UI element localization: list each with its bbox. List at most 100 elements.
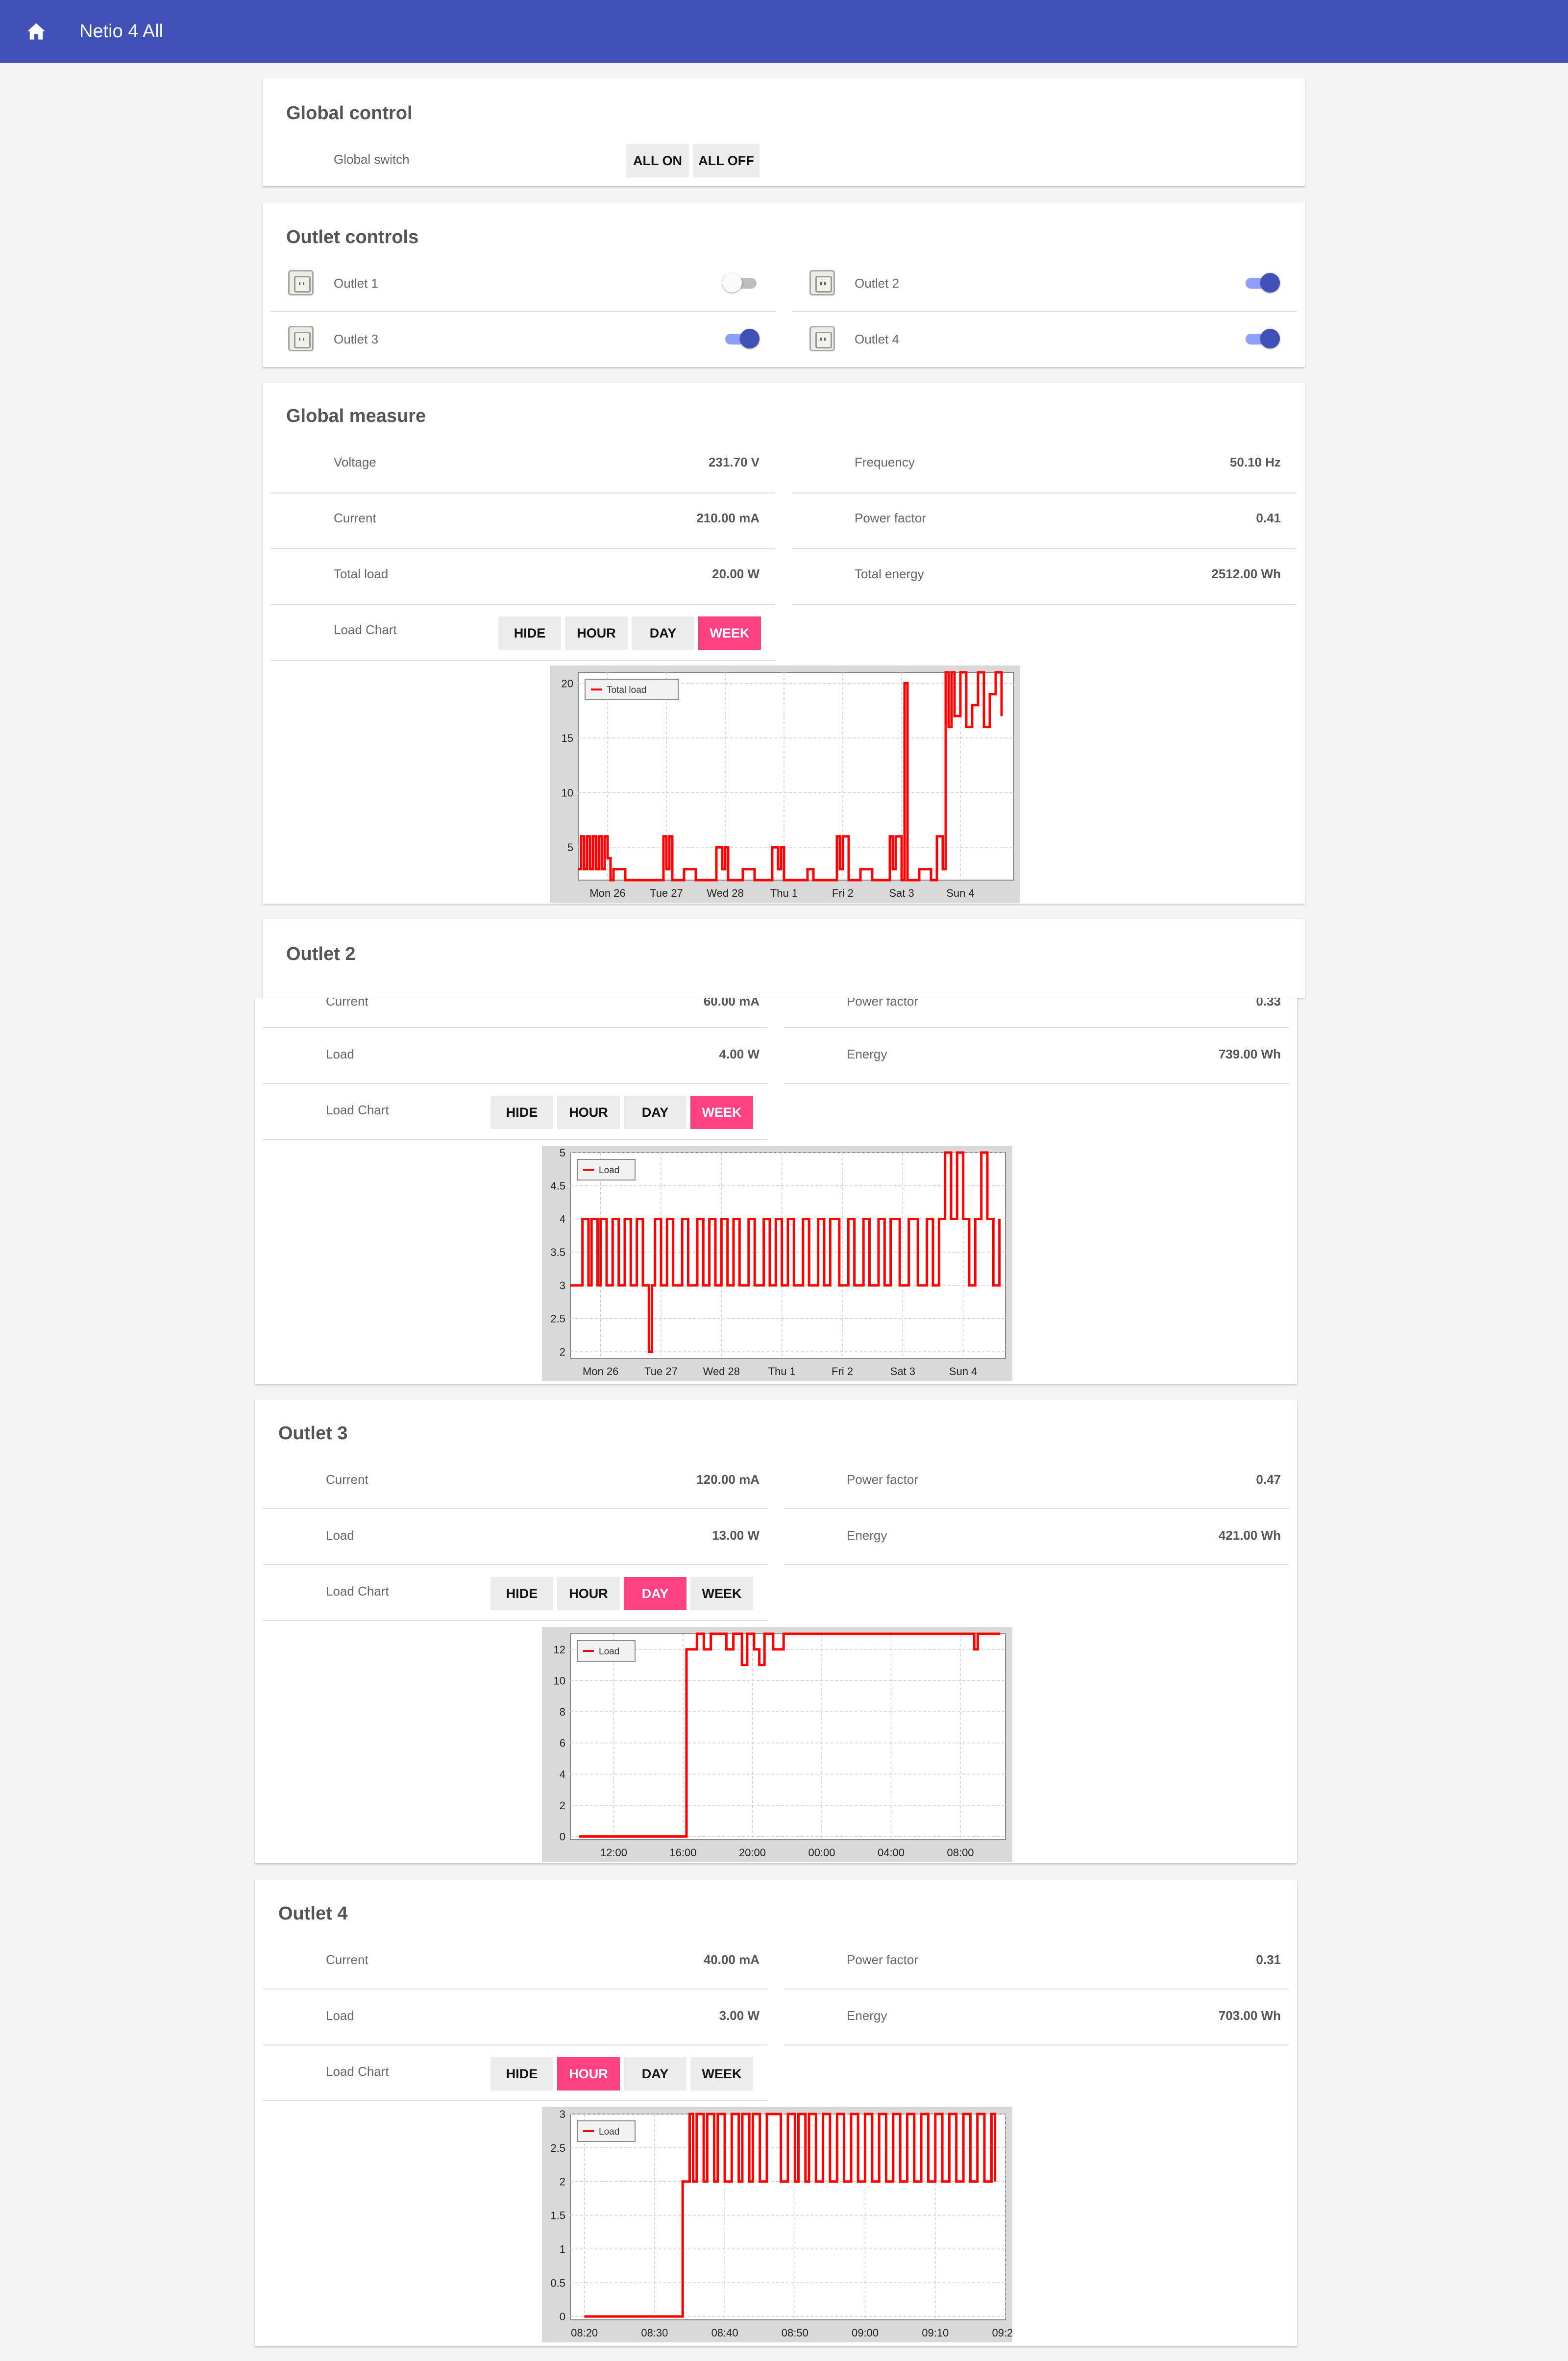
app-title: Netio 4 All	[79, 21, 164, 42]
energy-value: 421.00 Wh	[1218, 1528, 1281, 1543]
y-tick-label: 2.5	[550, 2142, 565, 2154]
y-tick-label: 8	[560, 1706, 565, 1718]
outlet-2-toggle[interactable]	[1243, 272, 1280, 294]
series-line	[584, 2113, 996, 2318]
outlet-2-details: Current 60.00 mA Power factor 0.33 Load …	[255, 998, 1297, 1384]
day-button[interactable]: DAY	[624, 2057, 686, 2090]
row-divider	[792, 604, 1297, 605]
row-divider	[784, 1027, 1289, 1028]
week-button[interactable]: WEEK	[690, 1096, 753, 1129]
hide-button[interactable]: HIDE	[490, 2057, 553, 2090]
row-divider	[270, 311, 775, 312]
x-tick-label: Sun 4	[946, 887, 975, 899]
day-button[interactable]: DAY	[632, 616, 694, 650]
y-tick-label: 5	[567, 841, 573, 854]
outlet-3-card: Outlet 3 Current 120.00 mA Power factor …	[255, 1400, 1297, 1863]
app-bar: Netio 4 All	[0, 0, 1568, 63]
outlet-1-toggle[interactable]	[722, 272, 760, 294]
chart-svg: 0 0.5 1 1.5 2 2.5 3 08:20 08:30 08:40 08:50 09:00 09…	[550, 2108, 1012, 2339]
global-control-card: Global control Global switch ALL ON ALL …	[263, 78, 1305, 186]
outlet-4-socket-icon	[809, 326, 835, 351]
hide-button[interactable]: HIDE	[498, 616, 561, 650]
row-divider	[784, 2044, 1289, 2045]
energy-value: 739.00 Wh	[1218, 1047, 1281, 1061]
hour-button[interactable]: HOUR	[565, 616, 628, 650]
y-tick-label: 12	[554, 1644, 565, 1656]
series-line	[570, 1151, 1001, 1353]
row-divider	[792, 492, 1297, 493]
y-tick-label: 20	[562, 677, 573, 689]
energy-label: Energy	[847, 1047, 887, 1061]
load-value: 4.00 W	[719, 1047, 760, 1061]
x-tick-label: 00:00	[808, 1846, 835, 1859]
row-divider	[784, 1564, 1289, 1565]
hide-button[interactable]: HIDE	[490, 1577, 553, 1610]
x-tick-label: Fri 2	[832, 887, 854, 899]
x-tick-label: 12:00	[600, 1846, 627, 1859]
card-title: Global control	[286, 103, 413, 123]
row-divider	[784, 1508, 1289, 1509]
row-divider	[784, 1083, 1289, 1084]
load-label: Load	[326, 1528, 354, 1543]
card-title: Outlet 3	[278, 1423, 348, 1444]
y-tick-label: 0	[560, 1831, 565, 1843]
all-off-button[interactable]: ALL OFF	[693, 144, 760, 177]
current-value: 60.00 mA	[703, 998, 760, 1008]
hour-button[interactable]: HOUR	[557, 1096, 620, 1129]
row-divider	[263, 1083, 767, 1084]
x-tick-label: 08:50	[782, 2327, 808, 2339]
y-tick-label: 10	[562, 787, 573, 799]
power-factor-value: 0.31	[1256, 1952, 1281, 1967]
home-icon[interactable]	[25, 21, 47, 42]
outlet-3-label: Outlet 3	[334, 332, 379, 346]
current-value: 40.00 mA	[703, 1952, 760, 1967]
week-button[interactable]: WEEK	[698, 616, 761, 650]
day-button[interactable]: DAY	[624, 1096, 686, 1129]
y-tick-label: 6	[560, 1737, 565, 1749]
row-divider	[263, 1620, 767, 1621]
power-factor-label: Power factor	[855, 511, 926, 525]
y-tick-label: 0	[560, 2311, 565, 2323]
load-chart-label: Load Chart	[326, 2064, 389, 2079]
total-energy-label: Total energy	[855, 566, 924, 581]
total-load-label: Total load	[334, 566, 389, 581]
load-value: 3.00 W	[719, 2008, 760, 2023]
chart-legend: Total load	[585, 679, 679, 700]
outlet-4-toggle[interactable]	[1243, 328, 1280, 349]
legend-label: Load	[599, 1647, 619, 1657]
legend-label: Load	[599, 2127, 619, 2137]
y-tick-label: 4	[560, 1768, 565, 1780]
x-tick-label: 08:30	[641, 2327, 668, 2339]
week-button[interactable]: WEEK	[690, 1577, 753, 1610]
outlet-3-toggle[interactable]	[722, 328, 760, 349]
x-tick-label: Wed 28	[703, 1365, 740, 1377]
hour-button[interactable]: HOUR	[557, 1577, 620, 1610]
hide-button[interactable]: HIDE	[490, 1096, 553, 1129]
y-tick-label: 5	[560, 1147, 565, 1159]
x-tick-label: Fri 2	[832, 1365, 853, 1377]
row-divider	[270, 604, 775, 605]
load-label: Load	[326, 1047, 354, 1061]
current-value: 210.00 mA	[696, 511, 760, 525]
outlet-2-load-chart: 2 2.5 3 3.5 4 4.5 5 Mon 26 Tue 27 Wed 28 Thu 1 Fri …	[542, 1146, 1012, 1381]
row-divider	[270, 548, 775, 549]
card-title: Outlet controls	[286, 227, 419, 247]
outlet-4-label: Outlet 4	[855, 332, 900, 346]
row-divider	[263, 1564, 767, 1565]
card-title: Outlet 4	[278, 1903, 348, 1924]
row-divider	[784, 1989, 1289, 1990]
power-factor-value: 0.41	[1256, 511, 1281, 525]
all-on-button[interactable]: ALL ON	[626, 144, 689, 177]
outlet-2-card: Outlet 2	[263, 919, 1305, 998]
hour-button[interactable]: HOUR	[557, 2057, 620, 2090]
x-tick-label: Mon 26	[583, 1365, 618, 1377]
x-tick-label: 08:00	[947, 1846, 974, 1859]
legend-label: Load	[599, 1165, 619, 1176]
chart-svg: 5 10 15 20 Mon 26 Tue 27 Wed 28 Thu 1 Fri 2 Sat 3…	[562, 671, 1014, 899]
y-tick-label: 0.5	[550, 2277, 565, 2289]
day-button[interactable]: DAY	[624, 1577, 686, 1610]
global-switch-label: Global switch	[334, 152, 410, 167]
card-title: Global measure	[286, 406, 426, 426]
y-tick-label: 10	[554, 1674, 565, 1687]
week-button[interactable]: WEEK	[690, 2057, 753, 2090]
